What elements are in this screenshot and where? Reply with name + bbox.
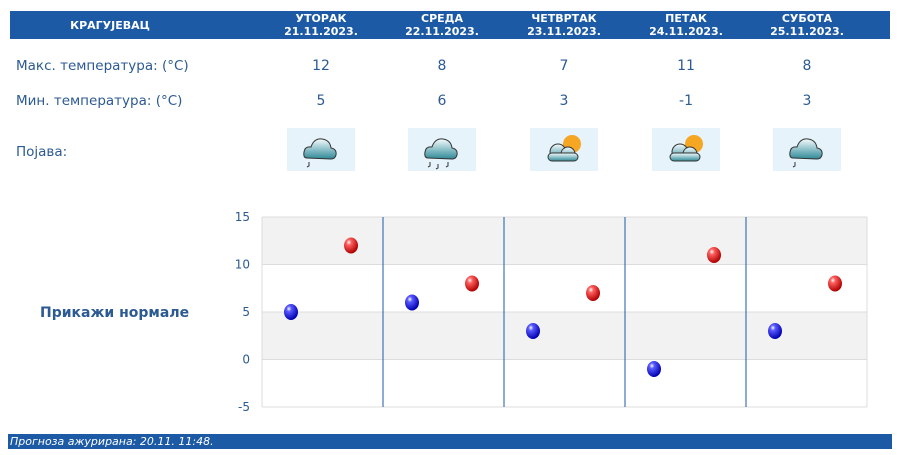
day-date: 23.11.2023. xyxy=(527,25,601,38)
min-temp-point xyxy=(768,323,782,339)
max-temp-value: 8 xyxy=(437,58,447,74)
temperature-chart: 15 10 5 0 -5 xyxy=(235,210,868,414)
partly-cloudy-sun-icon xyxy=(530,128,598,171)
day-name: УТОРАК xyxy=(295,12,347,25)
forecast-updated-footer: Прогноза ажурирана: 20.11. 11:48. xyxy=(8,434,892,449)
day-date: 25.11.2023. xyxy=(770,25,844,38)
cloud-light-rain-icon xyxy=(287,128,355,171)
min-temp-value: 3 xyxy=(559,93,569,109)
day-header: ПЕТАК 24.11.2023. xyxy=(626,12,746,38)
min-temp-value: 3 xyxy=(802,93,812,109)
y-tick-label: 0 xyxy=(242,353,250,367)
max-temp-value: 12 xyxy=(312,58,330,74)
day-header: СУБОТА 25.11.2023. xyxy=(747,12,867,38)
max-temp-label: Макс. температура: (°C) xyxy=(16,58,189,74)
day-name: ЧЕТВРТАК xyxy=(531,12,597,25)
day-header: ЧЕТВРТАК 23.11.2023. xyxy=(504,12,624,38)
min-temp-label: Мин. температура: (°C) xyxy=(16,93,183,109)
min-temp-point xyxy=(526,323,540,339)
max-temp-point xyxy=(828,275,842,292)
max-temp-value: 11 xyxy=(677,58,695,74)
y-tick-label: 10 xyxy=(235,258,250,272)
cloud-rain-icon xyxy=(408,128,476,171)
day-date: 21.11.2023. xyxy=(284,25,358,38)
header-bar: КРАГУЈЕВАЦ УТОРАК 21.11.2023. СРЕДА 22.11.… xyxy=(10,11,890,39)
min-temp-value: 5 xyxy=(316,93,326,109)
day-name: СРЕДА xyxy=(421,12,463,25)
day-header: УТОРАК 21.11.2023. xyxy=(261,12,381,38)
max-temp-value: 7 xyxy=(559,58,569,74)
partly-cloudy-sun-icon xyxy=(652,128,720,171)
y-tick-label: 5 xyxy=(242,305,250,319)
min-temp-value: 6 xyxy=(437,93,447,109)
max-temp-value: 8 xyxy=(802,58,812,74)
min-temp-value: -1 xyxy=(679,93,693,109)
cloud-light-rain-icon xyxy=(773,128,841,171)
y-tick-label: 15 xyxy=(235,210,250,224)
day-date: 22.11.2023. xyxy=(405,25,479,38)
min-temp-point xyxy=(405,294,419,311)
min-temp-point xyxy=(284,304,298,320)
day-header: СРЕДА 22.11.2023. xyxy=(382,12,502,38)
grid-band xyxy=(262,217,867,265)
day-date: 24.11.2023. xyxy=(649,25,723,38)
show-normals-link[interactable]: Прикажи нормале xyxy=(40,305,190,321)
max-temp-point xyxy=(465,275,479,292)
max-temp-point xyxy=(344,237,358,254)
min-temp-point xyxy=(647,361,661,377)
grid-band xyxy=(262,312,867,360)
y-tick-label: -5 xyxy=(238,400,250,414)
max-temp-point xyxy=(586,285,600,301)
max-temp-point xyxy=(707,247,721,263)
city-name: КРАГУЈЕВАЦ xyxy=(70,19,150,32)
day-name: ПЕТАК xyxy=(665,12,707,25)
day-name: СУБОТА xyxy=(781,12,833,25)
phenomenon-label: Појава: xyxy=(16,144,68,160)
